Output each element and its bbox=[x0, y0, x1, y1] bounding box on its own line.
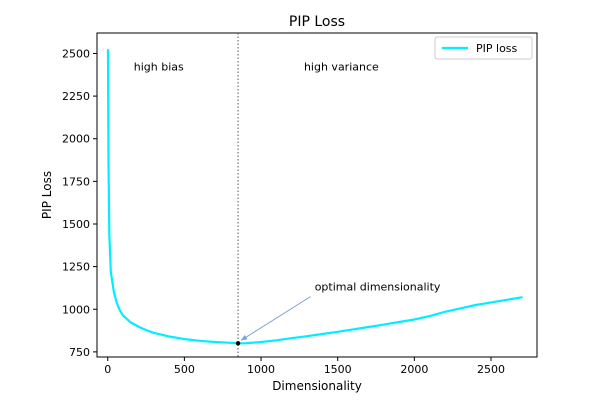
x-tick-label: 500 bbox=[174, 363, 195, 376]
x-tick-label: 1500 bbox=[324, 363, 352, 376]
pip-loss-series-line bbox=[106, 49, 523, 345]
x-axis: 0 500 1000 1500 2000 2500 bbox=[104, 357, 505, 376]
x-axis-label: Dimensionality bbox=[272, 379, 362, 393]
x-tick-label: 1000 bbox=[247, 363, 275, 376]
y-tick-label: 750 bbox=[69, 346, 90, 359]
plot-frame bbox=[96, 32, 538, 358]
legend-label: PIP loss bbox=[476, 42, 518, 55]
y-tick-label: 1750 bbox=[62, 175, 90, 188]
y-axis: 750 1000 1250 1500 1750 2000 2250 2500 bbox=[62, 47, 97, 359]
y-tick-label: 1000 bbox=[62, 303, 90, 316]
annotation-optimal-dimensionality: optimal dimensionality bbox=[315, 280, 441, 293]
annotation-arrow bbox=[240, 296, 311, 341]
y-axis-label: PIP Loss bbox=[40, 171, 54, 219]
y-tick-label: 2000 bbox=[62, 133, 90, 146]
x-tick-label: 2000 bbox=[400, 363, 428, 376]
y-tick-label: 1500 bbox=[62, 218, 90, 231]
x-tick-label: 0 bbox=[104, 363, 111, 376]
y-tick-label: 2500 bbox=[62, 47, 90, 60]
legend-box bbox=[434, 36, 533, 60]
optimal-point-marker bbox=[235, 341, 241, 346]
annotation-arrowhead bbox=[241, 335, 248, 341]
chart-title: PIP Loss bbox=[289, 14, 345, 30]
annotation-high-bias: high bias bbox=[134, 61, 184, 74]
annotation-high-variance: high variance bbox=[304, 61, 379, 74]
y-tick-label: 1250 bbox=[62, 261, 90, 274]
y-tick-label: 2250 bbox=[62, 90, 90, 103]
legend: PIP loss bbox=[434, 36, 533, 60]
x-tick-label: 2500 bbox=[477, 363, 505, 376]
